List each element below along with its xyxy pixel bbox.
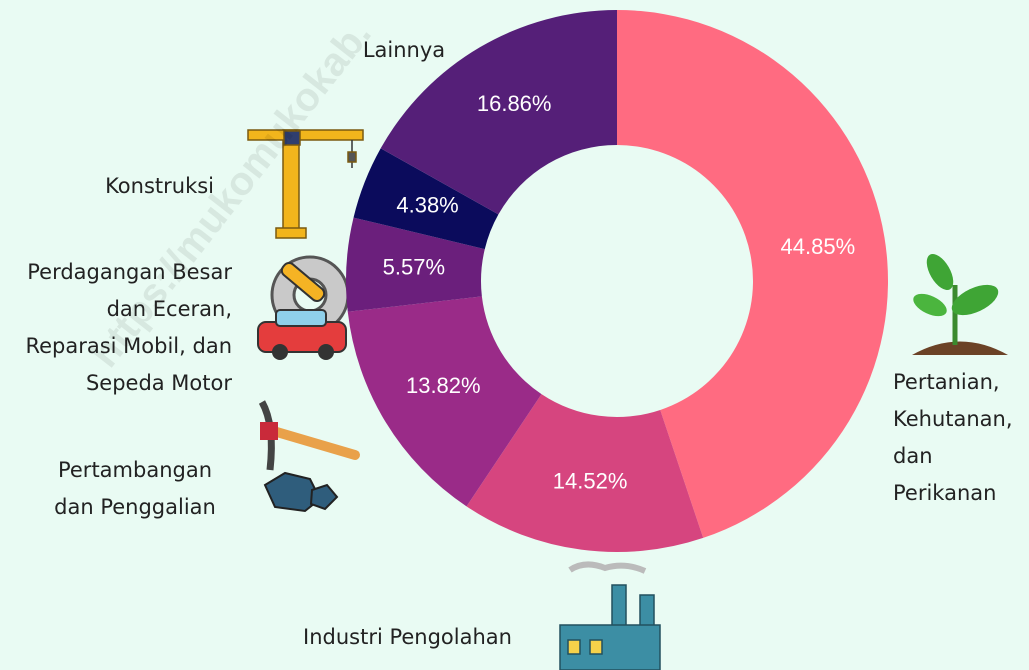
category-label: Pertanian, Kehutanan, dan Perikanan	[893, 370, 1013, 505]
category-label: Konstruksi	[105, 174, 214, 198]
value-label: 4.38%	[396, 192, 458, 217]
donut-slice	[380, 10, 617, 215]
category-label: Perdagangan Besar dan Eceran, Reparasi M…	[25, 260, 232, 395]
gear-car-icon	[257, 255, 350, 360]
factory-icon	[559, 561, 661, 670]
donut-slice	[466, 394, 704, 552]
category-label: Pertambangan dan Penggalian	[54, 458, 216, 519]
pickaxe-icon	[258, 400, 360, 513]
donut-slice	[353, 148, 499, 250]
value-label: 5.57%	[383, 254, 445, 279]
crane-icon	[247, 129, 364, 239]
value-label: 13.82%	[406, 373, 481, 398]
donut-slice	[346, 217, 485, 312]
category-label: Lainnya	[362, 38, 446, 62]
donut-slice	[617, 10, 888, 538]
value-label: 44.85%	[781, 234, 856, 259]
plant-icon	[912, 253, 1008, 355]
category-label: Industri Pengolahan	[303, 625, 512, 649]
donut-slice	[347, 296, 542, 507]
value-label: 14.52%	[553, 469, 628, 494]
value-label: 16.86%	[477, 91, 552, 116]
